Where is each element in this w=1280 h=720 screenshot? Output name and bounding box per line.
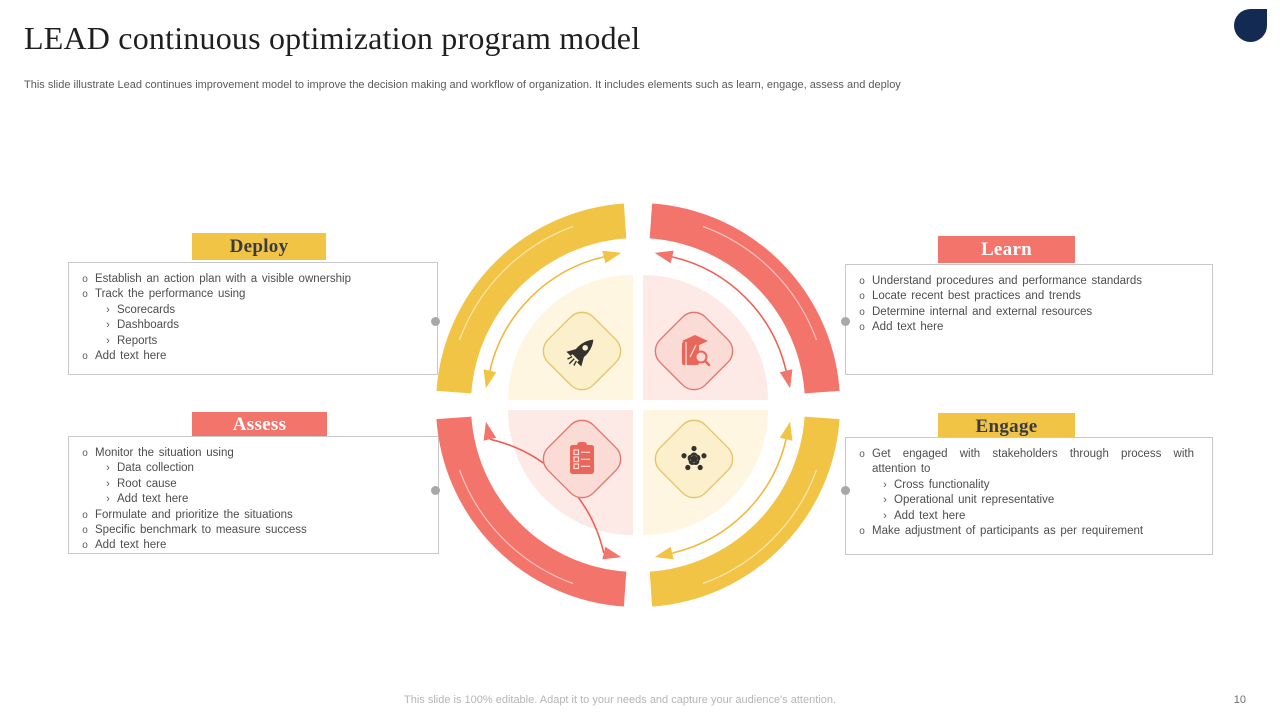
ring-arc-deploy (436, 203, 627, 394)
bullet-marker: › (106, 462, 110, 475)
list-item-text: Determine internal and external resource… (872, 305, 1093, 318)
teamwork-icon (681, 445, 707, 471)
bullet-marker: o (82, 540, 88, 552)
bullet-marker: o (859, 291, 865, 303)
list-subitem: › Dashboards (75, 318, 427, 333)
page-number: 10 (1233, 694, 1246, 706)
bullet-marker: o (859, 449, 865, 460)
list-item-text: Add text here (95, 539, 167, 552)
list-item-text: Scorecards (117, 303, 176, 316)
connector-dot-learn (841, 317, 850, 326)
list-item-text: Add text here (894, 509, 966, 522)
inner-arrow-assess (483, 421, 622, 560)
rocket-icon (566, 339, 594, 367)
list-subitem: › Add text here (852, 509, 1202, 524)
list-item-text: Specific benchmark to measure success (95, 524, 307, 537)
bullet-marker: › (883, 494, 887, 507)
list-item: o Understand procedures and performance s… (852, 274, 1202, 289)
bullet-marker: o (859, 276, 865, 287)
bullet-marker: o (82, 525, 88, 537)
bullet-marker: › (883, 509, 887, 522)
bullet-marker: o (859, 306, 865, 318)
bullet-marker: › (106, 477, 110, 490)
list-item: o Locate recent best practices and trends (852, 289, 1202, 304)
connector-dot-engage (841, 486, 850, 495)
bullet-marker: o (82, 351, 88, 363)
list-item-text: Formulate and prioritize the situations (95, 508, 293, 521)
slide-subtitle: This slide illustrate Lead continues imp… (24, 79, 901, 91)
bullet-marker: › (883, 478, 887, 491)
list-item-text: Make adjustment of participants as per r… (872, 525, 1144, 538)
deploy-text-box: o Establish an action plan with a visible… (68, 262, 438, 375)
slide-title: LEAD continuous optimization program mod… (24, 20, 641, 56)
bullet-marker: › (106, 334, 110, 347)
list-subitem: › Add text here (75, 492, 428, 507)
list-item: o Get engaged with stakeholders through p… (852, 447, 1202, 478)
footer-note: This slide is 100% editable. Adapt it to… (404, 694, 836, 706)
list-item-text: Root cause (117, 477, 177, 490)
connector-dot-deploy (431, 317, 440, 326)
list-subitem: › Data collection (75, 461, 428, 476)
list-item: o Track the performance using (75, 287, 427, 302)
list-item: o Specific benchmark to measure success (75, 523, 428, 538)
list-item: o Establish an action plan with a visible… (75, 272, 427, 287)
checklist-clipboard-icon (570, 442, 594, 474)
list-item-text: Add text here (117, 493, 189, 506)
inner-arrow-learn (654, 250, 793, 389)
list-subitem: › Root cause (75, 477, 428, 492)
list-subitem: › Operational unit representative (852, 493, 1202, 508)
list-item: o Monitor the situation using (75, 446, 428, 461)
engage-text-box: o Get engaged with stakeholders through p… (845, 437, 1213, 555)
list-item-text: Add text here (872, 321, 944, 334)
list-item-text: Understand procedures and performance st… (872, 275, 1143, 287)
list-item-text: Get engaged with stakeholders through pr… (872, 448, 1194, 476)
assess-text-box: o Monitor the situation using › Data colle… (68, 436, 439, 554)
list-item-text: Monitor the situation using (95, 447, 234, 459)
assess-header-tab: Assess (192, 412, 327, 438)
bullet-marker: o (859, 526, 865, 538)
list-item-text: Track the performance using (95, 288, 246, 301)
book-search-icon (682, 335, 711, 367)
list-item: o Determine internal and external resourc… (852, 305, 1202, 320)
list-item: o Formulate and prioritize the situations (75, 508, 428, 523)
brand-logo (1234, 9, 1267, 42)
list-item-text: Operational unit representative (894, 494, 1055, 507)
list-item: o Add text here (75, 349, 427, 364)
bullet-marker: o (82, 448, 88, 459)
ring-arc-learn (649, 203, 840, 394)
list-item-text: Locate recent best practices and trends (872, 290, 1081, 303)
list-item: o Add text here (852, 320, 1202, 335)
deploy-header-tab: Deploy (192, 233, 326, 260)
list-item: o Add text here (75, 538, 428, 553)
bullet-marker: o (82, 509, 88, 521)
bullet-marker: › (106, 303, 110, 316)
list-item-text: Dashboards (117, 319, 180, 332)
list-item-text: Reports (117, 334, 158, 347)
bullet-marker: o (82, 289, 88, 301)
learn-text-box: o Understand procedures and performance s… (845, 264, 1213, 375)
ring-arc-assess (436, 416, 627, 607)
ring-arc-engage (649, 416, 840, 607)
connector-dot-assess (431, 486, 440, 495)
list-subitem: › Scorecards (75, 303, 427, 318)
inner-arrow-deploy (483, 250, 622, 389)
list-item-text: Data collection (117, 462, 194, 475)
bullet-marker: o (859, 322, 865, 334)
list-subitem: › Reports (75, 334, 427, 349)
engage-header-tab: Engage (938, 413, 1075, 440)
list-item-text: Add text here (95, 350, 167, 363)
list-item-text: Establish an action plan with a visible … (95, 273, 351, 285)
ring-highlights (458, 225, 818, 585)
inner-arrow-engage (654, 421, 793, 560)
learn-header-tab: Learn (938, 236, 1075, 263)
bullet-marker: › (106, 493, 110, 506)
bullet-marker: › (106, 319, 110, 332)
cycle-diagram (436, 203, 840, 607)
list-item: o Make adjustment of participants as per … (852, 524, 1202, 539)
list-item-text: Cross functionality (894, 478, 990, 491)
bullet-marker: o (82, 274, 88, 285)
list-subitem: › Cross functionality (852, 478, 1202, 493)
